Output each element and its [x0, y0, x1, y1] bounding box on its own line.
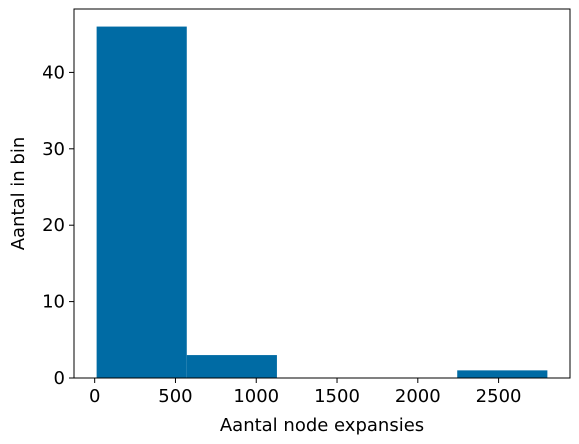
y-axis-label: Aantal in bin	[8, 137, 29, 251]
x-tick-label: 500	[158, 386, 192, 407]
bars-group	[96, 26, 548, 378]
histogram-bar-0	[96, 26, 187, 378]
plot-frame	[73, 8, 571, 379]
x-tick-label: 2000	[395, 386, 441, 407]
histogram-bar-4	[457, 370, 548, 378]
y-tick-label: 0	[54, 368, 65, 389]
y-tick-label: 30	[42, 139, 65, 160]
y-axis-ticks: 0 10 20 30 40	[42, 62, 74, 389]
histogram-bar-1	[186, 355, 277, 378]
x-axis-label: Aantal node expansies	[220, 415, 424, 436]
x-tick-label: 2500	[476, 386, 522, 407]
y-tick-label: 40	[42, 62, 65, 83]
x-tick-label: 1000	[233, 386, 279, 407]
y-tick-label: 20	[42, 215, 65, 236]
x-tick-label: 1500	[314, 386, 360, 407]
y-tick-label: 10	[42, 292, 65, 313]
x-tick-label: 0	[89, 386, 100, 407]
x-axis-ticks: 0 500 1000 1500 2000 2500	[89, 378, 522, 407]
